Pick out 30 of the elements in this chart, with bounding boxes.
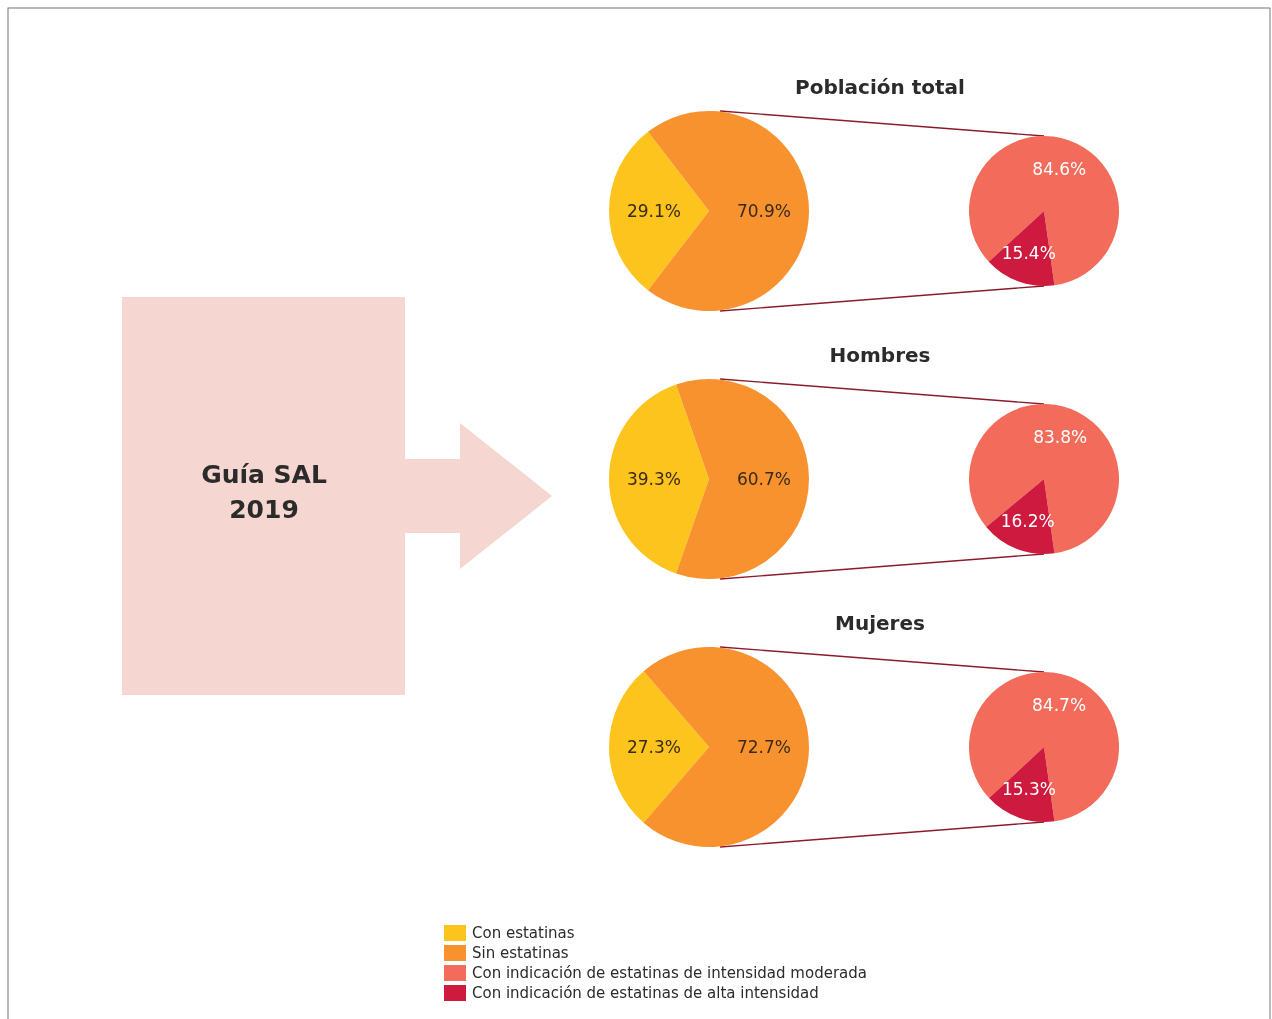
- data-label: 84.6%: [1032, 158, 1087, 179]
- text: 2019: [229, 495, 299, 525]
- pie-slice: [609, 671, 709, 823]
- data-label: 39.3%: [626, 468, 682, 489]
- legend-label: Sin estatinas: [472, 944, 569, 963]
- data-label: 72.7%: [736, 736, 792, 757]
- pie-slice: [969, 672, 1119, 822]
- data-label: 84.7%: [1032, 694, 1087, 715]
- data-label: 15.4%: [1001, 243, 1056, 264]
- data-label: 16.2%: [1000, 510, 1055, 531]
- pie-slice: [988, 211, 1055, 286]
- legend-label: Con estatinas: [472, 924, 575, 943]
- legend-label: Con indicación de estatinas de intensidad moderada: [472, 964, 867, 983]
- data-label: 15.3%: [1001, 779, 1056, 800]
- pie-slice: [609, 384, 709, 574]
- text: Hombres: [829, 343, 931, 367]
- data-label: 29.1%: [626, 200, 682, 221]
- pie-slice: [969, 404, 1119, 554]
- data-label: 27.3%: [626, 736, 682, 757]
- pie-slice: [609, 131, 709, 291]
- text: Guía SAL: [201, 460, 327, 490]
- pie-slice: [989, 747, 1055, 822]
- data-label: 70.9%: [736, 200, 792, 221]
- pie-slice: [969, 136, 1119, 286]
- text: Población total: [795, 75, 965, 99]
- data-label: 60.7%: [736, 468, 792, 489]
- text: Mujeres: [835, 611, 925, 635]
- data-label: 83.8%: [1033, 426, 1088, 447]
- pie-slice: [986, 479, 1055, 554]
- legend-label: Con indicación de estatinas de alta intensidad: [472, 984, 819, 1003]
